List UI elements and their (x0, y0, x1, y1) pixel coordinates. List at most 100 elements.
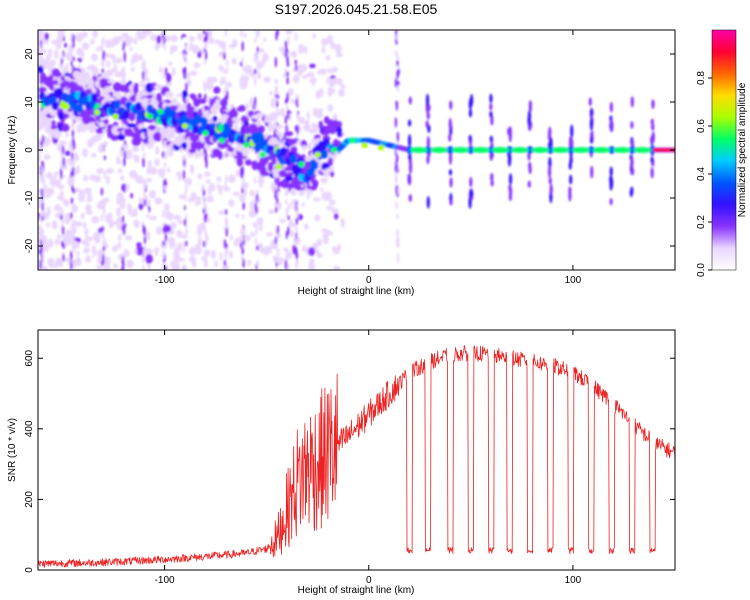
vertical-streak (256, 259, 259, 268)
noise-speckle (56, 179, 62, 186)
noise-speckle (147, 263, 151, 270)
ridge-cloud (197, 93, 202, 99)
ridge-peak (243, 142, 250, 149)
ridge-cloud (109, 91, 114, 98)
noise-speckle (288, 101, 296, 111)
vertical-streak (205, 237, 208, 247)
vertical-streak (162, 72, 165, 80)
ridge-cloud (271, 157, 277, 165)
vertical-streak (70, 145, 73, 154)
y-tick-label: 0 (24, 147, 35, 153)
ridge-cloud (95, 128, 104, 134)
vertical-streak (143, 179, 147, 191)
noise-speckle (248, 209, 257, 218)
periodic-spike (650, 156, 654, 163)
vertical-streak (161, 171, 165, 180)
noise-speckle (177, 242, 183, 252)
noise-speckle (143, 206, 149, 217)
vertical-streak (205, 158, 208, 169)
noise-speckle (131, 54, 140, 63)
periodic-spike (609, 166, 613, 177)
vertical-streak (143, 236, 147, 245)
ridge-cloud (329, 123, 339, 133)
vertical-streak (123, 51, 126, 63)
vertical-streak (203, 199, 206, 210)
noise-speckle (103, 265, 111, 270)
vertical-streak (287, 225, 290, 237)
noise-speckle (44, 32, 49, 41)
peak-halo (430, 147, 449, 153)
vertical-streak (164, 233, 168, 242)
noise-speckle (116, 196, 121, 206)
noise-speckle (259, 224, 263, 229)
noise-speckle (154, 45, 159, 51)
vertical-streak (70, 175, 74, 184)
noise-speckle (193, 61, 199, 69)
vertical-streak (256, 50, 259, 62)
vertical-streak (162, 261, 165, 270)
vertical-streak (204, 43, 207, 50)
periodic-spike (651, 100, 655, 107)
noise-speckle (312, 107, 318, 117)
noise-speckle (325, 191, 333, 201)
noise-speckle (105, 39, 112, 49)
noise-speckle (206, 76, 213, 85)
periodic-spike (650, 135, 654, 145)
vertical-streak (182, 247, 185, 254)
vertical-streak (203, 79, 206, 91)
noise-speckle (312, 197, 321, 202)
noise-speckle (150, 166, 158, 175)
vertical-streak (70, 223, 74, 232)
periodic-spike (426, 196, 430, 209)
snr-frame (37, 329, 676, 571)
periodic-spike (448, 133, 452, 142)
noise-speckle (120, 175, 125, 182)
noise-speckle (116, 242, 122, 249)
vertical-streak (256, 67, 260, 78)
noise-speckle (91, 135, 99, 143)
noise-speckle (328, 78, 336, 88)
noise-speckle (316, 108, 324, 113)
noise-speckle (156, 35, 162, 44)
vertical-streak (223, 259, 227, 267)
vertical-streak (103, 146, 106, 153)
noise-speckle (301, 74, 308, 79)
vertical-streak (240, 254, 244, 263)
noise-speckle (72, 218, 76, 227)
noise-speckle (68, 44, 73, 55)
vertical-streak (40, 55, 43, 61)
vertical-streak (240, 75, 244, 83)
noise-speckle (268, 209, 275, 215)
ridge-peak (157, 108, 164, 115)
noise-speckle (92, 30, 99, 39)
noise-speckle (136, 30, 141, 40)
colorbar-ticks: 0.0 0.2 0.4 0.6 0.8 (696, 29, 737, 277)
noise-speckle (331, 207, 339, 214)
vertical-streak (275, 84, 279, 96)
vertical-streak (102, 246, 106, 252)
noise-speckle (71, 226, 77, 234)
ridge-cloud (50, 125, 58, 130)
vertical-streak (103, 155, 106, 161)
vertical-streak (274, 56, 278, 68)
vertical-streak (274, 96, 277, 104)
vertical-streak (285, 207, 289, 219)
noise-speckle (75, 257, 82, 267)
vertical-streak (142, 70, 145, 81)
noise-speckle (321, 68, 327, 76)
vertical-streak (101, 230, 105, 240)
noise-speckle (111, 67, 118, 72)
noise-speckle (83, 174, 89, 182)
noise-speckle (103, 71, 110, 78)
noise-speckle (104, 53, 111, 58)
noise-speckle (49, 59, 57, 66)
ridge-cloud (336, 126, 343, 137)
vertical-streak (60, 257, 64, 269)
ridge-peak (94, 109, 101, 116)
vertical-streak (162, 209, 165, 219)
vertical-streak (61, 30, 64, 40)
noise-speckle (237, 70, 244, 75)
vertical-streak (204, 260, 207, 268)
noise-speckle (243, 75, 250, 85)
periodic-spike (490, 114, 494, 126)
